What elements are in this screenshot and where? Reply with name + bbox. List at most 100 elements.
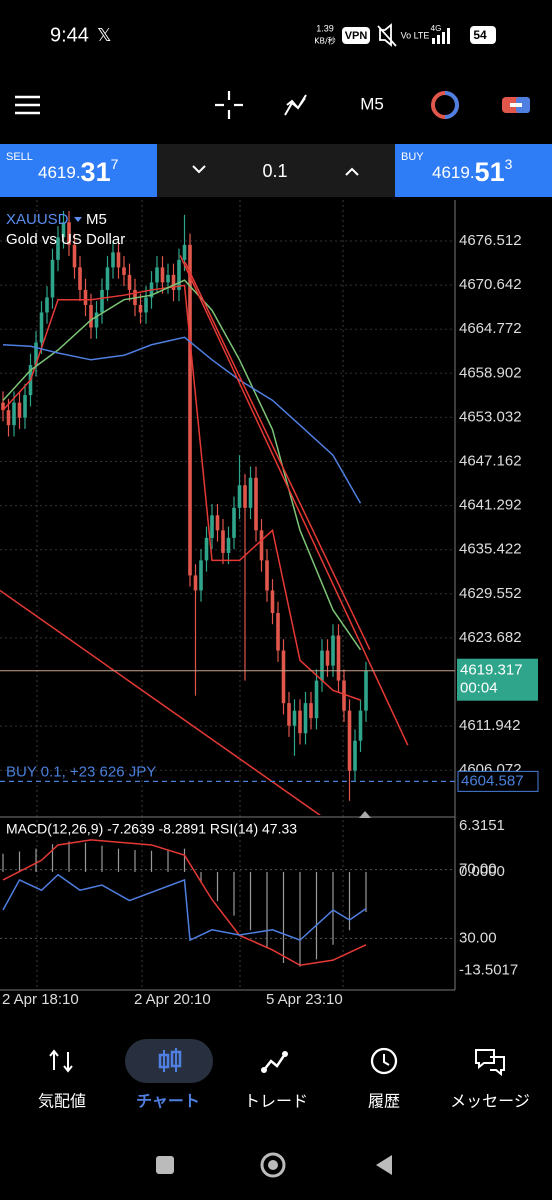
indicators-icon[interactable] [284,94,307,116]
bottom-nav: 気配値 チャート トレード 履歴 メッセージ [38,1092,530,1111]
candle-body [232,507,236,538]
quotes-icon[interactable] [49,1049,73,1073]
candle-body [177,259,181,290]
candle-body [160,267,165,283]
trend-line [0,589,322,815]
macd-signal [2,839,367,967]
candle-body [89,304,93,328]
candle-body [226,537,231,553]
x-tick-label: 2 Apr 20:10 [134,991,211,1008]
history-icon[interactable] [370,1047,398,1075]
candle-body [34,342,38,366]
current-price-label: 4619.317 [460,662,523,679]
candle-body [182,244,187,260]
candle-body [61,222,66,238]
sell-button[interactable] [0,144,157,197]
recents-button[interactable] [156,1156,174,1174]
menu-icon[interactable] [15,95,40,115]
buy-button[interactable] [395,144,552,197]
candle-body [325,650,330,666]
candle-body [358,710,363,741]
net-speed-unit: KB/秒 [314,36,335,46]
symbol[interactable]: XAUUSD [6,211,69,228]
macd-tick-label: 0.0000 [459,863,505,880]
sell-price-head: 4619. [38,163,81,182]
sell-price-big: 31 [81,157,111,187]
nav-label[interactable]: トレード [244,1092,308,1111]
y-tick-label: 4676.512 [459,232,522,249]
sell-price: 4619.317 [38,156,119,187]
symbol-dropdown[interactable] [74,217,82,222]
trade-tab-icon[interactable] [263,1053,287,1071]
position-price-label: 4604.587 [461,772,524,789]
candle-body [281,650,286,704]
candle-body [171,274,176,290]
indicator-label: MACD(12,26,9) -7.2639 -8.2891 RSI(14) 47… [6,821,297,837]
sell-label: SELL [6,151,33,163]
app-icon: 𝕏 [97,25,112,45]
candle-body [138,304,143,313]
signal-icon [432,28,450,44]
candle-body [166,274,170,283]
position-label[interactable]: BUY 0.1, +23 626 JPY [6,763,156,780]
mute-icon [377,23,397,47]
candle-body [50,259,55,298]
y-tick-label: 4664.772 [459,320,522,337]
rsi-line [2,873,367,942]
messages-icon[interactable] [475,1049,505,1077]
moving-average [2,279,362,651]
description: Gold vs US Dollar [6,231,125,248]
trade-icon-half [516,97,530,113]
candle-body [144,297,148,313]
volume-down[interactable] [192,165,206,174]
trend-line [184,261,371,651]
candle-body [353,740,357,771]
candle-body [210,515,214,538]
nav-label[interactable]: 履歴 [368,1092,400,1111]
y-tick-label: 4658.902 [459,364,522,381]
nav-label[interactable]: メッセージ [450,1092,530,1111]
battery: 54 [473,28,487,42]
objects-icon-half [444,91,459,119]
nav-label[interactable]: 気配値 [38,1092,86,1111]
candle-body [193,575,198,591]
back-button[interactable] [376,1155,392,1175]
position-price-box [457,770,539,792]
overlay: 4676.512 4670.642 4664.772 4658.902 4653.032… [2,232,539,1008]
timeframe-button[interactable]: M5 [360,94,384,113]
macd-tick-label: -13.5017 [459,961,518,978]
nav-label[interactable]: チャート [136,1092,200,1111]
candle-body [83,289,88,305]
candle-body [94,312,99,328]
battery-icon [470,26,496,44]
y-tick-label: 4629.552 [459,585,522,602]
home-button[interactable] [260,1152,286,1178]
position-arrow [359,811,371,818]
x-tick-label: 5 Apr 23:10 [266,991,343,1008]
indicator-plot [0,839,455,967]
chart-timeframe: M5 [86,211,107,228]
volume-up[interactable] [345,167,359,176]
buy-price: 4619.513 [432,156,513,187]
chart-icon-body [158,1053,170,1069]
candle-body [309,703,313,719]
crosshair-icon[interactable] [215,91,243,119]
candle-body [364,670,368,711]
y-tick-label: 4623.682 [459,629,522,646]
network: 4G [431,24,442,33]
y-tick-label: 4653.032 [459,408,522,425]
sell-price-small: 7 [111,156,119,172]
candle-body [347,710,352,771]
y-tick-label: 4670.642 [459,276,522,293]
chart-icon-body [170,1050,182,1068]
volume[interactable]: 0.1 [262,161,287,181]
candle-body [100,289,104,313]
candle-body [78,267,82,290]
candle-body [1,402,5,411]
buy-price-small: 3 [505,156,513,172]
moving-average [2,284,361,701]
candle-body [188,244,192,576]
